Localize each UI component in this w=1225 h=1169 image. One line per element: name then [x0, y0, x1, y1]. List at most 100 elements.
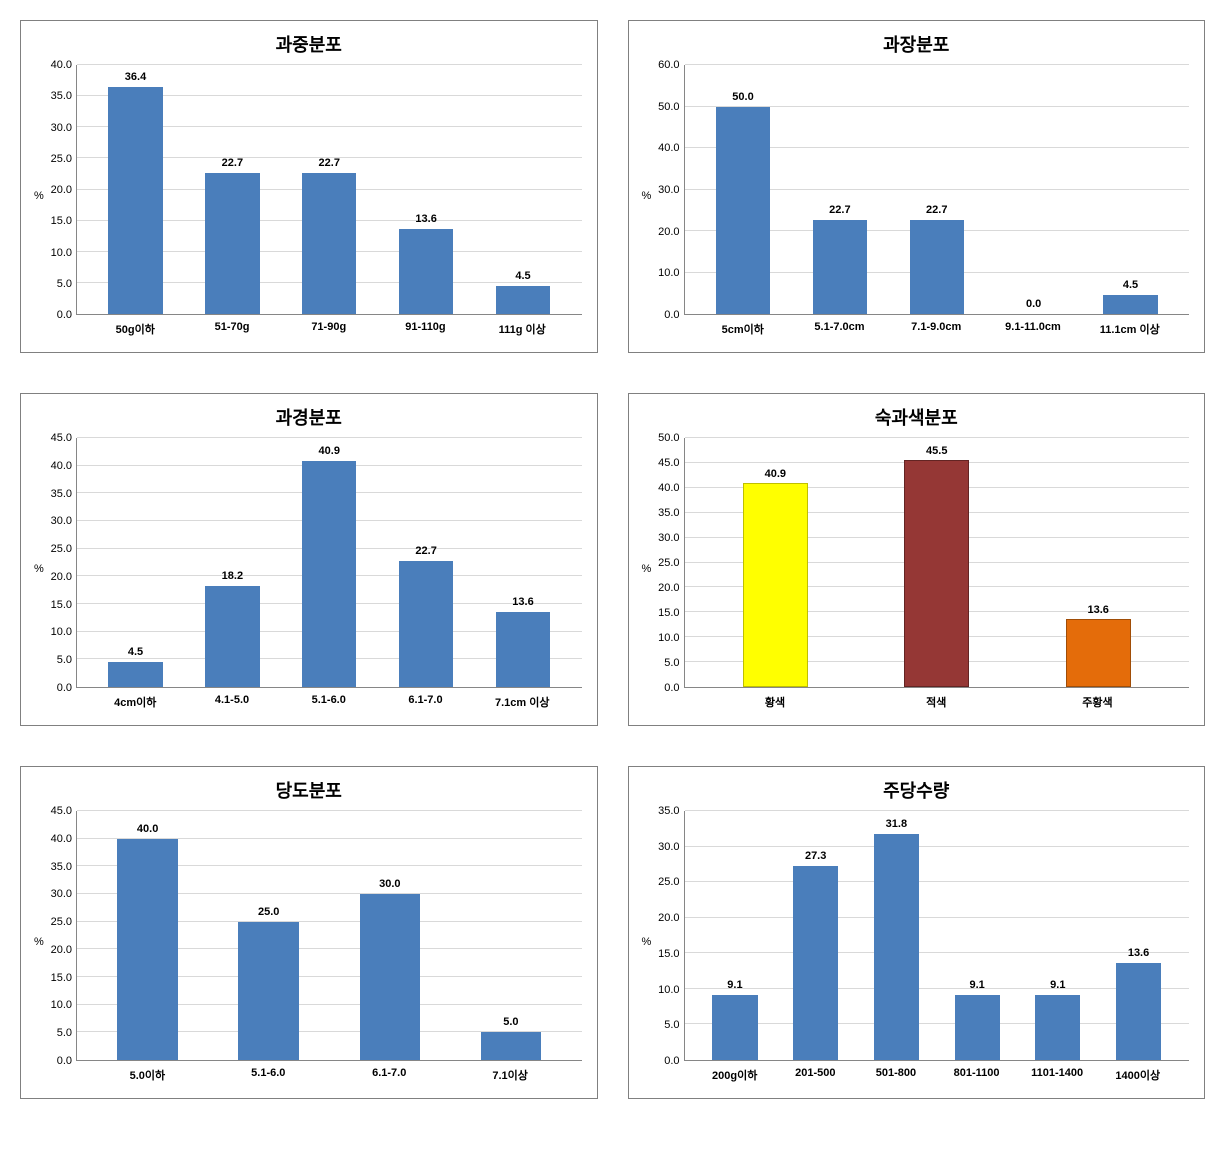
y-tick-label: 30.0 — [51, 515, 72, 527]
y-tick-label: 5.0 — [57, 654, 72, 666]
y-axis: 0.05.010.015.020.025.030.035.040.0% — [36, 65, 76, 315]
bar: 40.0 — [117, 839, 178, 1060]
bar-value-label: 13.6 — [1128, 947, 1149, 959]
bar-value-label: 13.6 — [1087, 604, 1108, 616]
chart-title: 당도분포 — [36, 777, 582, 803]
chart-area: 0.05.010.015.020.025.030.035.0%9.127.331… — [644, 811, 1190, 1061]
x-axis: 200g이하201-500501-800801-11001101-1400140… — [684, 1067, 1190, 1083]
bar: 9.1 — [955, 995, 1000, 1060]
y-tick-label: 20.0 — [51, 944, 72, 956]
bar: 50.0 — [716, 107, 770, 315]
y-tick-label: 5.0 — [664, 657, 679, 669]
bar: 9.1 — [1035, 995, 1080, 1060]
chart-area: 0.05.010.015.020.025.030.035.040.045.0%4… — [36, 438, 582, 688]
y-tick-label: 25.0 — [51, 153, 72, 165]
bar-slot: 40.9 — [695, 438, 856, 687]
chart-panel-weight-dist: 과중분포0.05.010.015.020.025.030.035.040.0%3… — [20, 20, 598, 353]
y-tick-label: 20.0 — [658, 226, 679, 238]
y-axis-label: % — [34, 563, 44, 575]
bar-value-label: 40.9 — [765, 468, 786, 480]
y-tick-label: 0.0 — [57, 1055, 72, 1067]
bar: 22.7 — [302, 173, 356, 314]
bar-slot: 13.6 — [1017, 438, 1178, 687]
bar-value-label: 40.0 — [137, 823, 158, 835]
y-tick-label: 30.0 — [658, 532, 679, 544]
y-tick-label: 30.0 — [658, 841, 679, 853]
chart-area: 0.010.020.030.040.050.060.0%50.022.722.7… — [644, 65, 1190, 315]
y-tick-label: 40.0 — [658, 482, 679, 494]
chart-area: 0.05.010.015.020.025.030.035.040.045.050… — [644, 438, 1190, 688]
bar-value-label: 25.0 — [258, 906, 279, 918]
y-tick-label: 15.0 — [51, 972, 72, 984]
chart-area: 0.05.010.015.020.025.030.035.040.0%36.42… — [36, 65, 582, 315]
bar: 45.5 — [904, 460, 969, 687]
x-tick-label: 5.0이하 — [87, 1067, 208, 1083]
bar-value-label: 22.7 — [222, 157, 243, 169]
x-tick-label: 4.1-5.0 — [184, 694, 281, 710]
bar-slot: 22.7 — [184, 65, 281, 314]
bar-value-label: 30.0 — [379, 878, 400, 890]
plot-area: 9.127.331.89.19.113.6 — [684, 811, 1190, 1061]
bar-slot: 4.5 — [1082, 65, 1179, 314]
x-tick-label: 200g이하 — [694, 1067, 775, 1083]
bar-slot: 13.6 — [378, 65, 475, 314]
y-axis: 0.05.010.015.020.025.030.035.040.045.0% — [36, 438, 76, 688]
x-tick-label: 5.1-6.0 — [280, 694, 377, 710]
bars-container: 4.518.240.922.713.6 — [77, 438, 582, 687]
y-tick-label: 40.0 — [51, 460, 72, 472]
bar-value-label: 9.1 — [727, 979, 742, 991]
y-tick-label: 10.0 — [658, 632, 679, 644]
bar: 30.0 — [360, 894, 421, 1060]
y-tick-label: 35.0 — [51, 488, 72, 500]
x-tick-label: 201-500 — [775, 1067, 856, 1083]
x-tick-label: 91-110g — [377, 321, 474, 337]
y-tick-label: 0.0 — [57, 682, 72, 694]
bar: 40.9 — [302, 461, 356, 687]
plot-area: 40.025.030.05.0 — [76, 811, 582, 1061]
chart-panel-ripe-color-dist: 숙과색분포0.05.010.015.020.025.030.035.040.04… — [628, 393, 1206, 726]
x-tick-label: 51-70g — [184, 321, 281, 337]
bar-slot: 22.7 — [791, 65, 888, 314]
y-axis: 0.010.020.030.040.050.060.0% — [644, 65, 684, 315]
x-tick-label: 11.1cm 이상 — [1081, 321, 1178, 337]
y-tick-label: 20.0 — [51, 184, 72, 196]
y-tick-label: 0.0 — [664, 682, 679, 694]
y-tick-label: 50.0 — [658, 101, 679, 113]
bar-slot: 13.6 — [475, 438, 572, 687]
y-tick-label: 35.0 — [51, 90, 72, 102]
bar-value-label: 9.1 — [1050, 979, 1065, 991]
y-tick-label: 10.0 — [658, 984, 679, 996]
bar-slot: 9.1 — [937, 811, 1018, 1060]
chart-title: 과중분포 — [36, 31, 582, 57]
x-tick-label: 9.1-11.0cm — [985, 321, 1082, 337]
chart-title: 과장분포 — [644, 31, 1190, 57]
bar: 4.5 — [108, 662, 162, 687]
y-tick-label: 15.0 — [658, 607, 679, 619]
y-tick-label: 10.0 — [51, 247, 72, 259]
x-tick-label: 5.1-7.0cm — [791, 321, 888, 337]
chart-panel-yield-per-plant: 주당수량0.05.010.015.020.025.030.035.0%9.127… — [628, 766, 1206, 1099]
x-tick-label: 501-800 — [856, 1067, 937, 1083]
bar-slot: 40.0 — [87, 811, 208, 1060]
x-tick-label: 황색 — [694, 694, 855, 710]
y-tick-label: 15.0 — [658, 948, 679, 960]
bar-value-label: 36.4 — [125, 71, 146, 83]
x-tick-label: 1101-1400 — [1017, 1067, 1098, 1083]
y-tick-label: 40.0 — [51, 833, 72, 845]
bar: 22.7 — [205, 173, 259, 314]
y-tick-label: 25.0 — [658, 876, 679, 888]
y-tick-label: 15.0 — [51, 215, 72, 227]
bar-slot: 22.7 — [378, 438, 475, 687]
y-tick-label: 25.0 — [51, 543, 72, 555]
bar-value-label: 22.7 — [415, 545, 436, 557]
bars-container: 40.9 45.5 13.6 — [685, 438, 1190, 687]
bar: 31.8 — [874, 834, 919, 1060]
y-tick-label: 0.0 — [57, 309, 72, 321]
y-axis: 0.05.010.015.020.025.030.035.040.045.0% — [36, 811, 76, 1061]
y-axis-label: % — [642, 190, 652, 202]
y-tick-label: 5.0 — [664, 1019, 679, 1031]
y-tick-label: 15.0 — [51, 599, 72, 611]
y-tick-label: 35.0 — [658, 507, 679, 519]
bar: 9.1 — [712, 995, 757, 1060]
bar-value-label: 22.7 — [926, 204, 947, 216]
